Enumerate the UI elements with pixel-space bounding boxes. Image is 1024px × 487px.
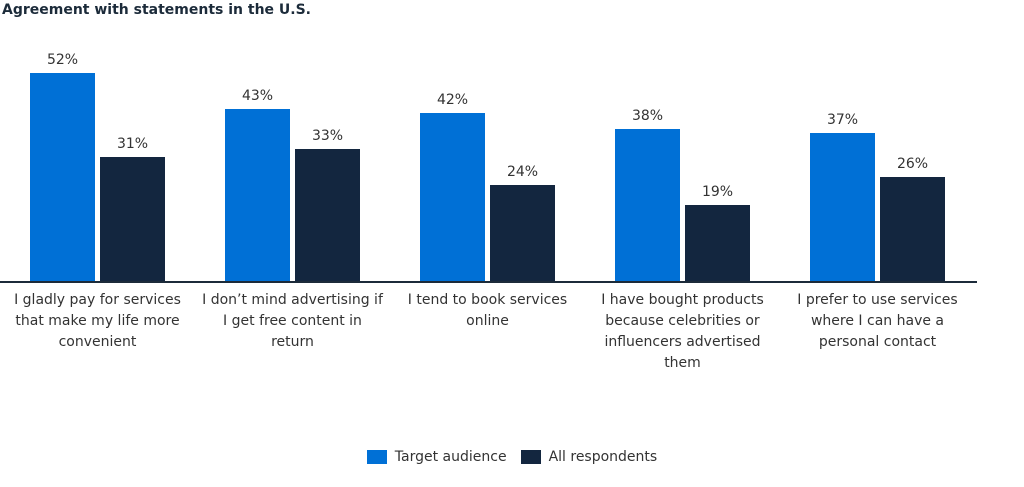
data-label-target-audience-5: 37% [827,112,858,128]
category-label-5: I prefer to use services where I can hav… [797,292,958,350]
bar-target-audience-5[interactable] [810,133,875,281]
category-label-3: I tend to book services online [407,292,568,329]
data-label-all-respondents-2: 33% [312,128,343,144]
data-label-all-respondents-4: 19% [702,184,733,200]
bar-all-respondents-2[interactable] [295,149,360,281]
data-label-all-respondents-1: 31% [117,136,148,152]
category-label-2: I don’t mind advertising if I get free c… [202,292,383,350]
plot-area: 52% 31% 43% 33% 42% 24% 38% 19% 37% 26% [0,52,977,283]
legend-item-all-respondents[interactable]: All respondents [520,449,658,465]
chart-title: Agreement with statements in the U.S. [2,2,311,18]
legend-swatch-all-respondents [520,450,541,464]
data-label-target-audience-2: 43% [242,88,273,104]
bar-all-respondents-1[interactable] [100,157,165,281]
bar-all-respondents-5[interactable] [880,177,945,281]
legend: Target audience All respondents [0,449,1024,465]
bar-target-audience-2[interactable] [225,109,290,281]
legend-item-target-audience[interactable]: Target audience [366,449,507,465]
category-label-1: I gladly pay for services that make my l… [14,292,181,350]
data-label-target-audience-3: 42% [437,92,468,108]
bar-target-audience-3[interactable] [420,113,485,281]
bar-all-respondents-4[interactable] [685,205,750,281]
legend-label-target-audience: Target audience [394,449,507,465]
data-label-all-respondents-3: 24% [507,164,538,180]
bar-target-audience-1[interactable] [30,73,95,281]
data-label-target-audience-4: 38% [632,108,663,124]
data-label-target-audience-1: 52% [47,52,78,68]
legend-label-all-respondents: All respondents [548,449,658,465]
bar-all-respondents-3[interactable] [490,185,555,281]
bar-target-audience-4[interactable] [615,129,680,281]
legend-swatch-target-audience [366,450,387,464]
category-label-4: I have bought products because celebriti… [601,292,764,371]
data-label-all-respondents-5: 26% [897,156,928,172]
